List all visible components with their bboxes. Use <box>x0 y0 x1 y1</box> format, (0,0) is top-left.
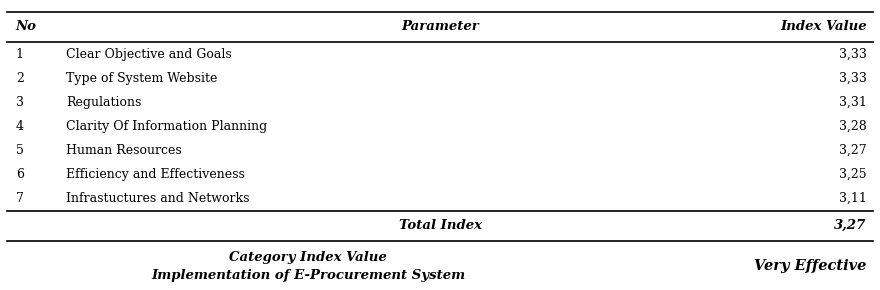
Text: 3,25: 3,25 <box>840 168 867 181</box>
Text: 3: 3 <box>16 96 24 109</box>
Text: No: No <box>16 20 37 33</box>
Text: Clear Objective and Goals: Clear Objective and Goals <box>66 48 231 61</box>
Text: 2: 2 <box>16 72 24 85</box>
Text: Parameter: Parameter <box>401 20 479 33</box>
Text: 3,31: 3,31 <box>839 96 867 109</box>
Text: Human Resources: Human Resources <box>66 144 182 157</box>
Text: Clarity Of Information Planning: Clarity Of Information Planning <box>66 120 268 133</box>
Text: 3,33: 3,33 <box>839 48 867 61</box>
Text: Infrastuctures and Networks: Infrastuctures and Networks <box>66 192 250 205</box>
Text: Total Index: Total Index <box>399 219 481 232</box>
Text: Type of System Website: Type of System Website <box>66 72 217 85</box>
Text: 4: 4 <box>16 120 24 133</box>
Text: Regulations: Regulations <box>66 96 142 109</box>
Text: 6: 6 <box>16 168 24 181</box>
Text: 1: 1 <box>16 48 24 61</box>
Text: 3,27: 3,27 <box>840 144 867 157</box>
Text: Very Effective: Very Effective <box>754 259 867 273</box>
Text: Efficiency and Effectiveness: Efficiency and Effectiveness <box>66 168 245 181</box>
Text: Index Value: Index Value <box>781 20 867 33</box>
Text: 3,11: 3,11 <box>839 192 867 205</box>
Text: Category Index Value
Implementation of E-Procurement System: Category Index Value Implementation of E… <box>151 251 465 282</box>
Text: 3,28: 3,28 <box>839 120 867 133</box>
Text: 3,33: 3,33 <box>839 72 867 85</box>
Text: 7: 7 <box>16 192 24 205</box>
Text: 3,27: 3,27 <box>834 219 867 232</box>
Text: 5: 5 <box>16 144 24 157</box>
